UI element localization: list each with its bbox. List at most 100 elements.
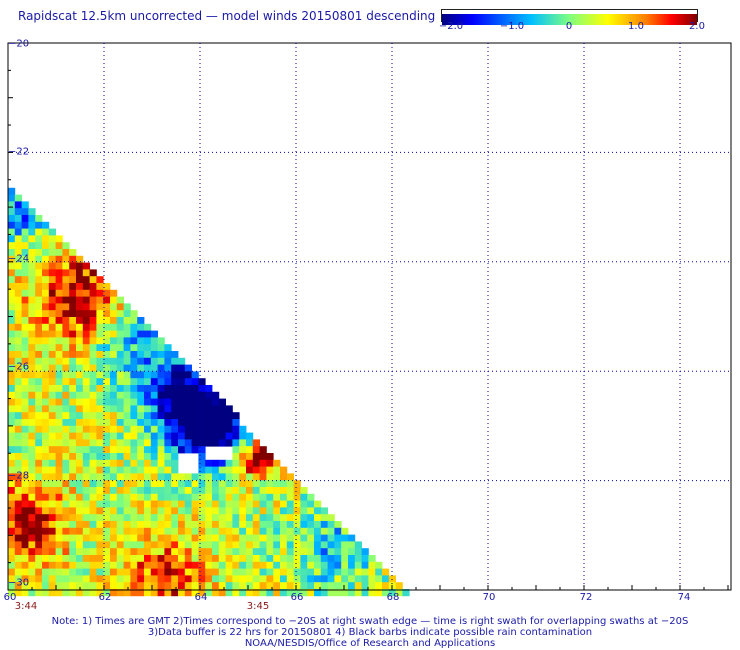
wind-cell (35, 235, 43, 243)
wind-cell (14, 507, 22, 515)
wind-cell (171, 446, 179, 454)
wind-cell (82, 269, 90, 277)
wind-cell (69, 398, 77, 406)
wind-cell (123, 459, 131, 467)
wind-cell (178, 555, 186, 563)
wind-cell (103, 527, 111, 535)
wind-cell (150, 500, 158, 508)
wind-cell (96, 589, 104, 597)
wind-cell (116, 561, 124, 569)
wind-cell (103, 459, 111, 467)
wind-cell (252, 589, 260, 597)
wind-cell (62, 276, 70, 284)
wind-cell (205, 385, 213, 393)
wind-cell (375, 568, 383, 576)
wind-cell (368, 589, 376, 597)
wind-cell (14, 385, 22, 393)
wind-cell (246, 541, 254, 549)
wind-cell (137, 357, 145, 365)
wind-cell (123, 453, 131, 461)
wind-cell (368, 575, 376, 583)
wind-cell (198, 521, 206, 529)
wind-cell (89, 459, 97, 467)
wind-cell (232, 541, 240, 549)
wind-cell (123, 391, 131, 399)
wind-cell (96, 391, 104, 399)
wind-cell (48, 589, 56, 597)
wind-cell (157, 398, 165, 406)
wind-cell (21, 262, 29, 270)
wind-cell (239, 582, 247, 590)
wind-cell (157, 439, 165, 447)
wind-cell (35, 514, 43, 522)
wind-cell (164, 446, 172, 454)
wind-cell (28, 459, 36, 467)
wind-cell (246, 575, 254, 583)
wind-cell (341, 561, 349, 569)
wind-cell (21, 269, 29, 277)
wind-cell (150, 534, 158, 542)
wind-cell (42, 432, 50, 440)
wind-cell (82, 568, 90, 576)
wind-cell (137, 391, 145, 399)
wind-cell (48, 317, 56, 325)
wind-cell (171, 364, 179, 372)
wind-cell (280, 582, 288, 590)
wind-cell (198, 493, 206, 501)
wind-cell (82, 419, 90, 427)
wind-cell (341, 555, 349, 563)
wind-cell (69, 534, 77, 542)
wind-cell (218, 473, 226, 481)
wind-cell (55, 514, 63, 522)
wind-cell (89, 398, 97, 406)
wind-cell (89, 534, 97, 542)
wind-cell (225, 473, 233, 481)
wind-cell (55, 500, 63, 508)
wind-cell (110, 412, 118, 420)
wind-cell (103, 364, 111, 372)
wind-cell (62, 337, 70, 345)
wind-cell (218, 575, 226, 583)
wind-cell (232, 527, 240, 535)
wind-cell (76, 541, 84, 549)
wind-cell (110, 541, 118, 549)
wind-cell (300, 589, 308, 597)
wind-cell (184, 561, 192, 569)
lon-label: 72 (579, 592, 593, 603)
wind-cell (82, 296, 90, 304)
wind-cell (96, 412, 104, 420)
wind-cell (42, 296, 50, 304)
wind-cell (42, 412, 50, 420)
wind-cell (35, 323, 43, 331)
wind-cell (164, 432, 172, 440)
wind-cell (48, 507, 56, 515)
wind-cell (150, 344, 158, 352)
wind-cell (8, 521, 16, 529)
wind-cell (218, 548, 226, 556)
wind-cell (205, 493, 213, 501)
wind-cell (137, 425, 145, 433)
wind-cell (123, 561, 131, 569)
wind-cell (8, 405, 16, 413)
wind-cell (157, 487, 165, 495)
wind-cell (69, 575, 77, 583)
wind-cell (69, 419, 77, 427)
wind-cell (116, 323, 124, 331)
wind-cell (89, 412, 97, 420)
wind-cell (232, 487, 240, 495)
wind-cell (21, 405, 29, 413)
wind-cell (300, 500, 308, 508)
wind-cell (42, 221, 50, 229)
wind-cell (21, 521, 29, 529)
wind-cell (76, 439, 84, 447)
wind-cell (110, 589, 118, 597)
wind-cell (96, 344, 104, 352)
wind-cell (130, 527, 138, 535)
wind-cell (48, 480, 56, 488)
wind-cell (42, 351, 50, 359)
wind-cell (48, 378, 56, 386)
wind-cell (48, 364, 56, 372)
wind-cell (293, 582, 301, 590)
wind-cell (116, 330, 124, 338)
wind-cell (82, 514, 90, 522)
